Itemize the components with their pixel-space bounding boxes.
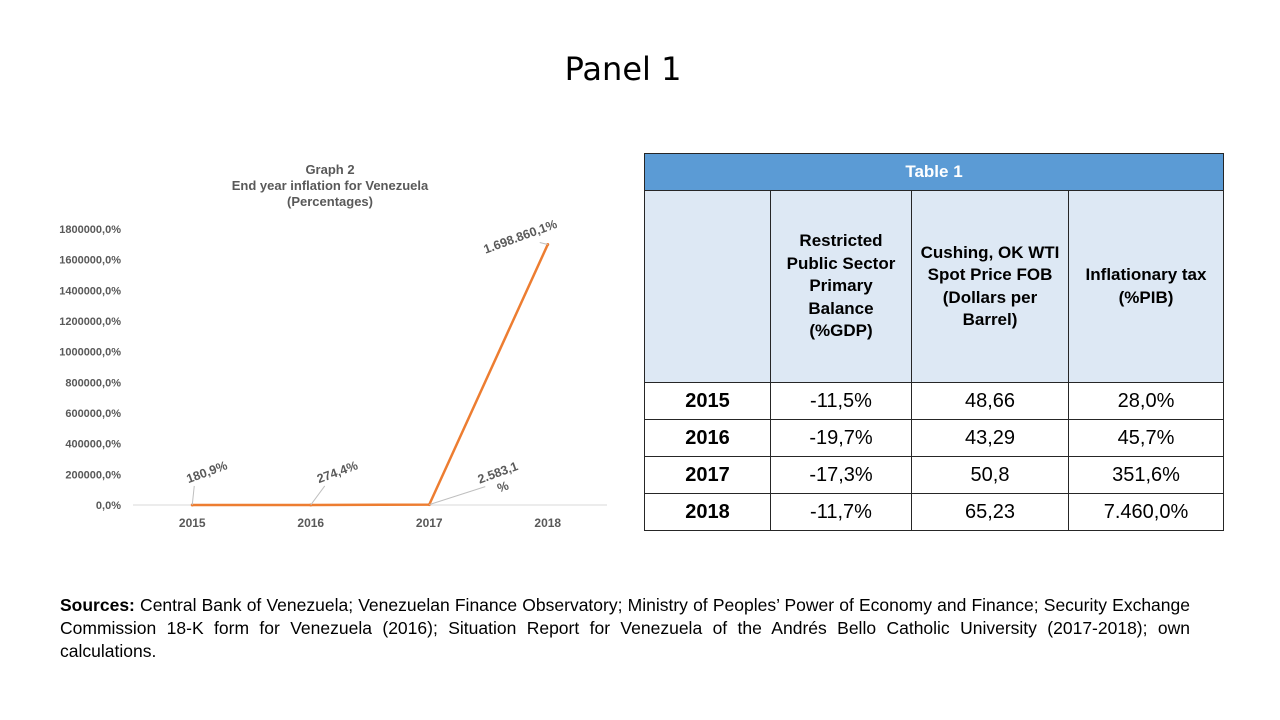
table-cell-wti: 65,23 <box>911 493 1069 531</box>
table-cell-year: 2016 <box>644 419 771 457</box>
y-tick-label: 0,0% <box>96 500 121 512</box>
series-line <box>192 243 549 507</box>
table-cell-year: 2018 <box>644 493 771 531</box>
y-tick-label: 1200000,0% <box>59 316 121 328</box>
fiscal-table: Table 1 Restricted Public Sector Primary… <box>643 153 1225 531</box>
x-tick-label: 2016 <box>297 516 324 530</box>
data-label: 180,9% <box>185 458 230 486</box>
slide-title: Panel 1 <box>564 50 682 88</box>
table-cell-balance: -17,3% <box>770 456 912 494</box>
y-tick-label: 800000,0% <box>65 377 121 389</box>
inflation-chart: Graph 2 End year inflation for Venezuela(… <box>30 150 620 550</box>
table-header-balance: Restricted Public Sector Primary Balance… <box>770 190 912 383</box>
table-title: Table 1 <box>643 153 1225 191</box>
y-tick-label: 400000,0% <box>65 439 121 451</box>
data-label: 2.583,1% <box>476 459 525 501</box>
table-row: 2016 -19,7% 43,29 45,7% <box>644 419 1225 457</box>
chart-title-line: Graph 2 <box>305 162 354 177</box>
x-tick-label: 2015 <box>179 516 206 530</box>
table-cell-tax: 351,6% <box>1067 456 1225 494</box>
table-cell-wti: 48,66 <box>911 382 1069 420</box>
table-header-year <box>644 190 771 383</box>
sources-note: Sources: Central Bank of Venezuela; Vene… <box>60 594 1190 663</box>
y-tick-label: 1400000,0% <box>59 285 121 297</box>
table-row: 2017 -17,3% 50,8 351,6% <box>644 456 1225 494</box>
sources-label: Sources: <box>60 595 135 615</box>
y-tick-label: 1800000,0% <box>59 224 121 236</box>
y-tick-label: 1000000,0% <box>59 347 121 359</box>
table-cell-wti: 50,8 <box>911 456 1069 494</box>
sources-text: Central Bank of Venezuela; Venezuelan Fi… <box>60 595 1190 661</box>
y-tick-label: 200000,0% <box>65 469 121 481</box>
table-cell-wti: 43,29 <box>911 419 1069 457</box>
table-cell-tax: 45,7% <box>1067 419 1225 457</box>
table-row: 2015 -11,5% 48,66 28,0% <box>644 382 1225 420</box>
table-header-wti: Cushing, OK WTI Spot Price FOB (Dollars … <box>911 190 1069 383</box>
data-label-leader <box>191 485 195 506</box>
table-cell-balance: -11,5% <box>770 382 912 420</box>
table-cell-balance: -11,7% <box>770 493 912 531</box>
data-label-leader <box>539 242 548 245</box>
y-tick-label: 1600000,0% <box>59 255 121 267</box>
chart-title-line: End year inflation for Venezuela <box>232 178 429 193</box>
table-header-tax: Inflationary tax (%PIB) <box>1067 190 1225 383</box>
data-label-leader <box>429 486 486 506</box>
table-cell-year: 2017 <box>644 456 771 494</box>
table-row: 2018 -11,7% 65,23 7.460,0% <box>644 493 1225 531</box>
x-tick-label: 2017 <box>416 516 443 530</box>
table-cell-balance: -19,7% <box>770 419 912 457</box>
table-cell-tax: 7.460,0% <box>1067 493 1225 531</box>
data-label: 274,4% <box>315 458 360 486</box>
table-cell-year: 2015 <box>644 382 771 420</box>
y-tick-label: 600000,0% <box>65 408 121 420</box>
table-cell-tax: 28,0% <box>1067 382 1225 420</box>
x-tick-label: 2018 <box>534 516 561 530</box>
data-label: 1.698.860,1% <box>482 217 559 257</box>
data-label-leader <box>310 485 326 506</box>
chart-title-line: (Percentages) <box>287 194 373 209</box>
